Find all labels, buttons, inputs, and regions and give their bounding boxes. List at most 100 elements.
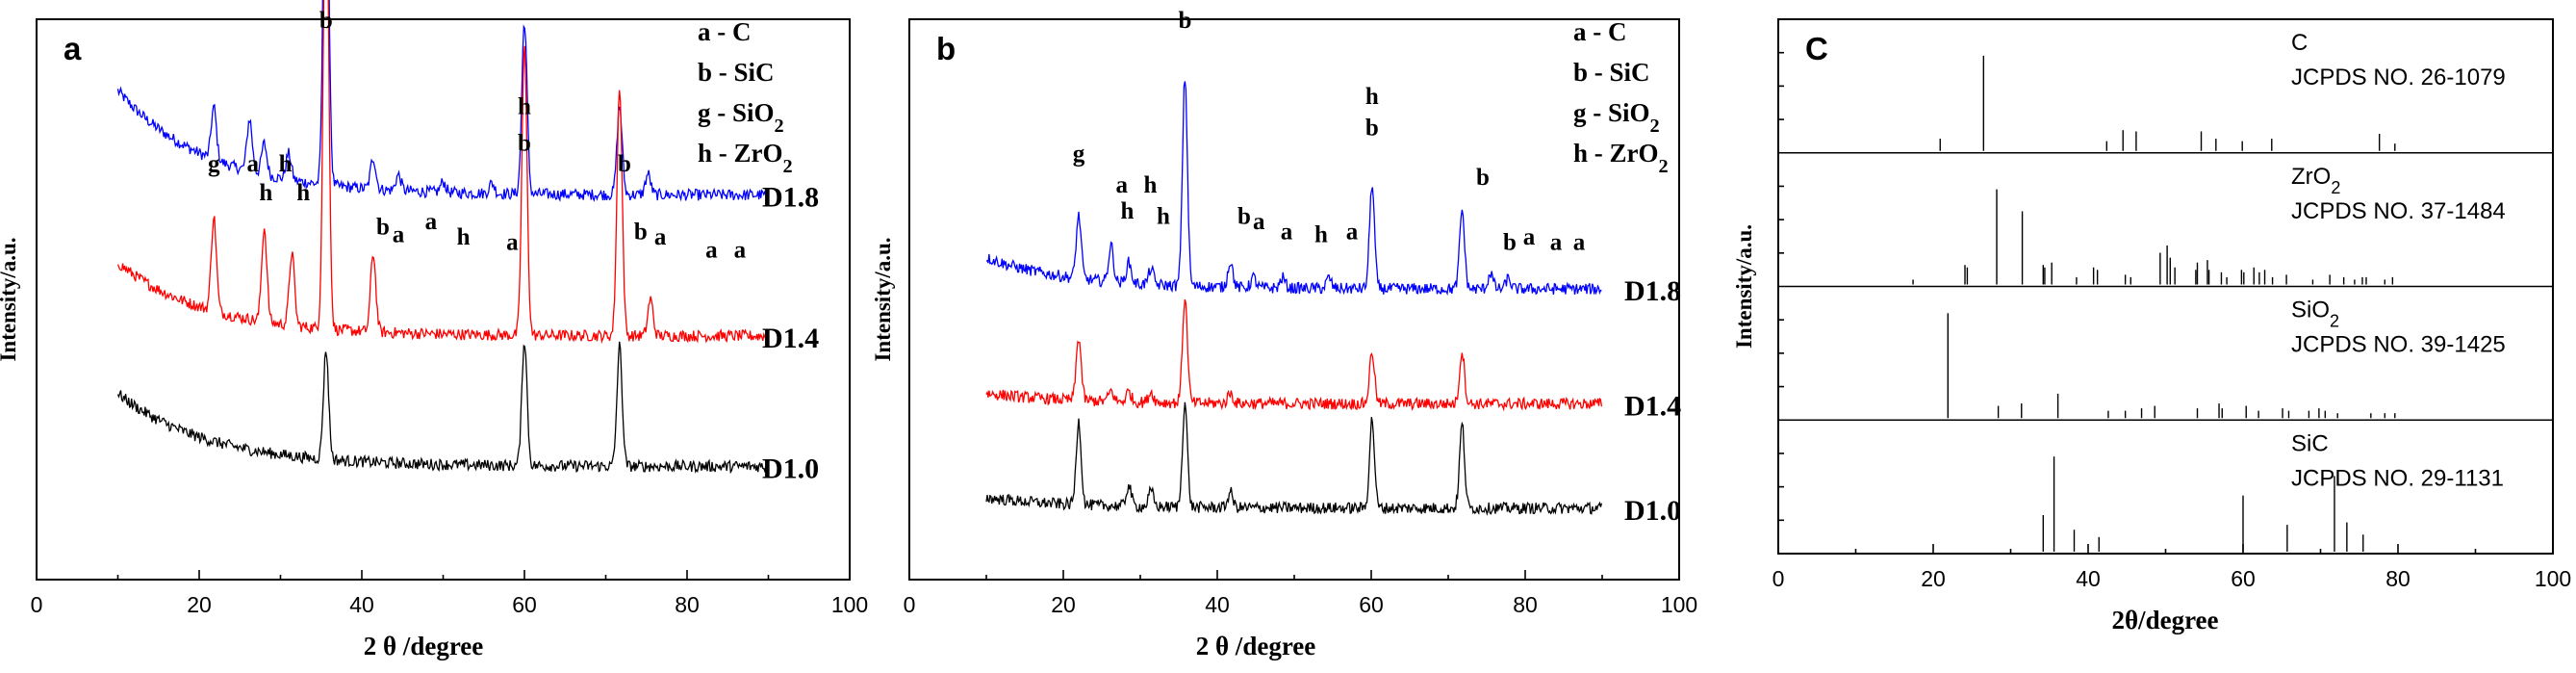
peak-annotation: g xyxy=(208,151,220,177)
panel-C: 0 20 40 60 80 100 2θ/degree Intensity/a.u. C C JCP… xyxy=(1732,18,2571,634)
peak-annotation: h xyxy=(296,180,310,206)
series-label: D1.8 xyxy=(1624,275,1681,307)
series-label: D1.4 xyxy=(762,323,819,354)
series-line-D1.4 xyxy=(116,0,769,345)
peak-annotation: h xyxy=(279,151,293,177)
x-tick-label: 80 xyxy=(2385,566,2410,591)
peak-annotation: b xyxy=(376,214,390,240)
peak-annotation: b xyxy=(634,220,648,246)
peak-annotation: b xyxy=(618,151,631,177)
legend-entry: b - SiC xyxy=(1573,58,1650,87)
series-label: D1.0 xyxy=(1624,495,1681,527)
x-axis-label: 2θ/degree xyxy=(2111,606,2218,634)
series-label: D1.0 xyxy=(762,453,819,484)
peak-annotation: a xyxy=(1281,220,1293,246)
series-label: D1.8 xyxy=(762,182,819,214)
peak-annotation: a xyxy=(506,230,519,256)
panel-letter: b xyxy=(936,31,956,66)
legend-entry: h - ZrO2 xyxy=(698,139,793,177)
x-tick-label: 100 xyxy=(831,592,868,617)
peak-annotation: b xyxy=(518,131,531,157)
x-tick-label: 40 xyxy=(1205,592,1230,617)
x-tick-label: 100 xyxy=(2535,566,2571,591)
peak-annotation: b xyxy=(1476,165,1490,191)
phase-label: SiC xyxy=(2291,430,2329,456)
phase-label: SiO2 xyxy=(2291,298,2339,331)
phase-label: C xyxy=(2291,30,2308,56)
peak-annotation: a xyxy=(1550,230,1563,256)
peak-annotation: h xyxy=(518,94,531,120)
peak-annotation: b xyxy=(319,8,333,34)
panel-a: 0 20 40 60 80 100 2 θ /degree Intensity/a.u. a a … xyxy=(0,0,868,660)
peak-annotation: h xyxy=(1365,84,1379,110)
x-tick-label: 0 xyxy=(1773,566,1785,591)
x-tick-label: 40 xyxy=(349,592,374,617)
peak-annotation: b xyxy=(1365,115,1379,141)
y-axis-label: Intensity/a.u. xyxy=(1732,224,1756,349)
y-axis-label: Intensity/a.u. xyxy=(871,237,895,361)
peak-annotation: h xyxy=(1314,221,1328,247)
peak-annotation: a xyxy=(425,209,438,235)
peak-annotation: a xyxy=(1573,230,1586,256)
x-tick-label: 60 xyxy=(512,592,537,617)
x-tick-label: 20 xyxy=(187,592,212,617)
jcpds-card: JCPDS NO. 37-1484 xyxy=(2291,198,2506,224)
series-line-D1.0 xyxy=(985,401,1603,516)
series-line-D1.8 xyxy=(116,0,769,202)
y-axis-label: Intensity/a.u. xyxy=(0,237,20,361)
peak-annotation: g xyxy=(1073,141,1085,167)
peak-annotation: a xyxy=(1253,209,1265,235)
legend-entry: a - C xyxy=(1573,17,1627,46)
x-tick-label: 20 xyxy=(1051,592,1076,617)
peak-annotation: b xyxy=(1178,8,1191,34)
series-line-D1.0 xyxy=(116,341,769,475)
jcpds-card: JCPDS NO. 26-1079 xyxy=(2291,65,2506,91)
peak-annotation: b xyxy=(1237,203,1251,229)
peak-annotation: a xyxy=(1346,220,1359,246)
x-tick-label: 0 xyxy=(31,592,43,617)
legend-entry: g - SiO2 xyxy=(1573,98,1660,137)
peak-annotation: a xyxy=(1523,224,1536,250)
legend-entry: g - SiO2 xyxy=(698,98,784,137)
legend-entry: a - C xyxy=(698,17,752,46)
x-tick-label: 100 xyxy=(1661,592,1697,617)
jcpds-card: JCPDS NO. 39-1425 xyxy=(2291,332,2506,358)
x-axis-label: 2 θ /degree xyxy=(364,632,484,660)
x-tick-label: 0 xyxy=(904,592,916,617)
x-tick-label: 80 xyxy=(675,592,700,617)
peak-annotation: h xyxy=(1157,203,1170,229)
series-label: D1.4 xyxy=(1624,390,1681,422)
peak-annotation: h xyxy=(457,224,471,250)
x-tick-label: 80 xyxy=(1513,592,1538,617)
jcpds-card: JCPDS NO. 29-1131 xyxy=(2291,465,2504,491)
peak-annotation: a xyxy=(654,224,667,250)
peak-annotation: a xyxy=(393,221,405,247)
plot-frame xyxy=(908,18,1680,581)
legend-entry: h - ZrO2 xyxy=(1573,139,1669,177)
panel-letter: C xyxy=(1805,31,1828,66)
series-line-D1.8 xyxy=(985,81,1602,297)
peak-annotation: a xyxy=(705,238,718,264)
series-line-D1.4 xyxy=(985,298,1603,412)
peak-annotation: h xyxy=(1120,198,1134,224)
peak-annotation: b xyxy=(1503,230,1517,256)
peak-annotation: a xyxy=(247,151,260,177)
x-tick-label: 20 xyxy=(1921,566,1946,591)
peak-annotation: h xyxy=(1143,172,1157,198)
reference-band-3: SiC JCPDS NO. 29-1131 xyxy=(1778,419,2553,552)
peak-annotation: a xyxy=(1116,172,1129,198)
reference-band-0: C JCPDS NO. 26-1079 xyxy=(1778,30,2506,151)
phase-label: ZrO2 xyxy=(2291,164,2340,197)
peak-annotation: a xyxy=(734,238,747,264)
legend-entry: b - SiC xyxy=(698,58,775,87)
peak-annotation: h xyxy=(259,180,272,206)
panel-b: 0 20 40 60 80 100 2 θ /degree Intensity/a.u. b a … xyxy=(871,8,1697,660)
x-tick-label: 40 xyxy=(2076,566,2101,591)
panel-letter: a xyxy=(64,31,82,66)
x-axis-label: 2 θ /degree xyxy=(1196,632,1316,660)
x-tick-label: 60 xyxy=(1359,592,1384,617)
x-tick-label: 60 xyxy=(2231,566,2256,591)
